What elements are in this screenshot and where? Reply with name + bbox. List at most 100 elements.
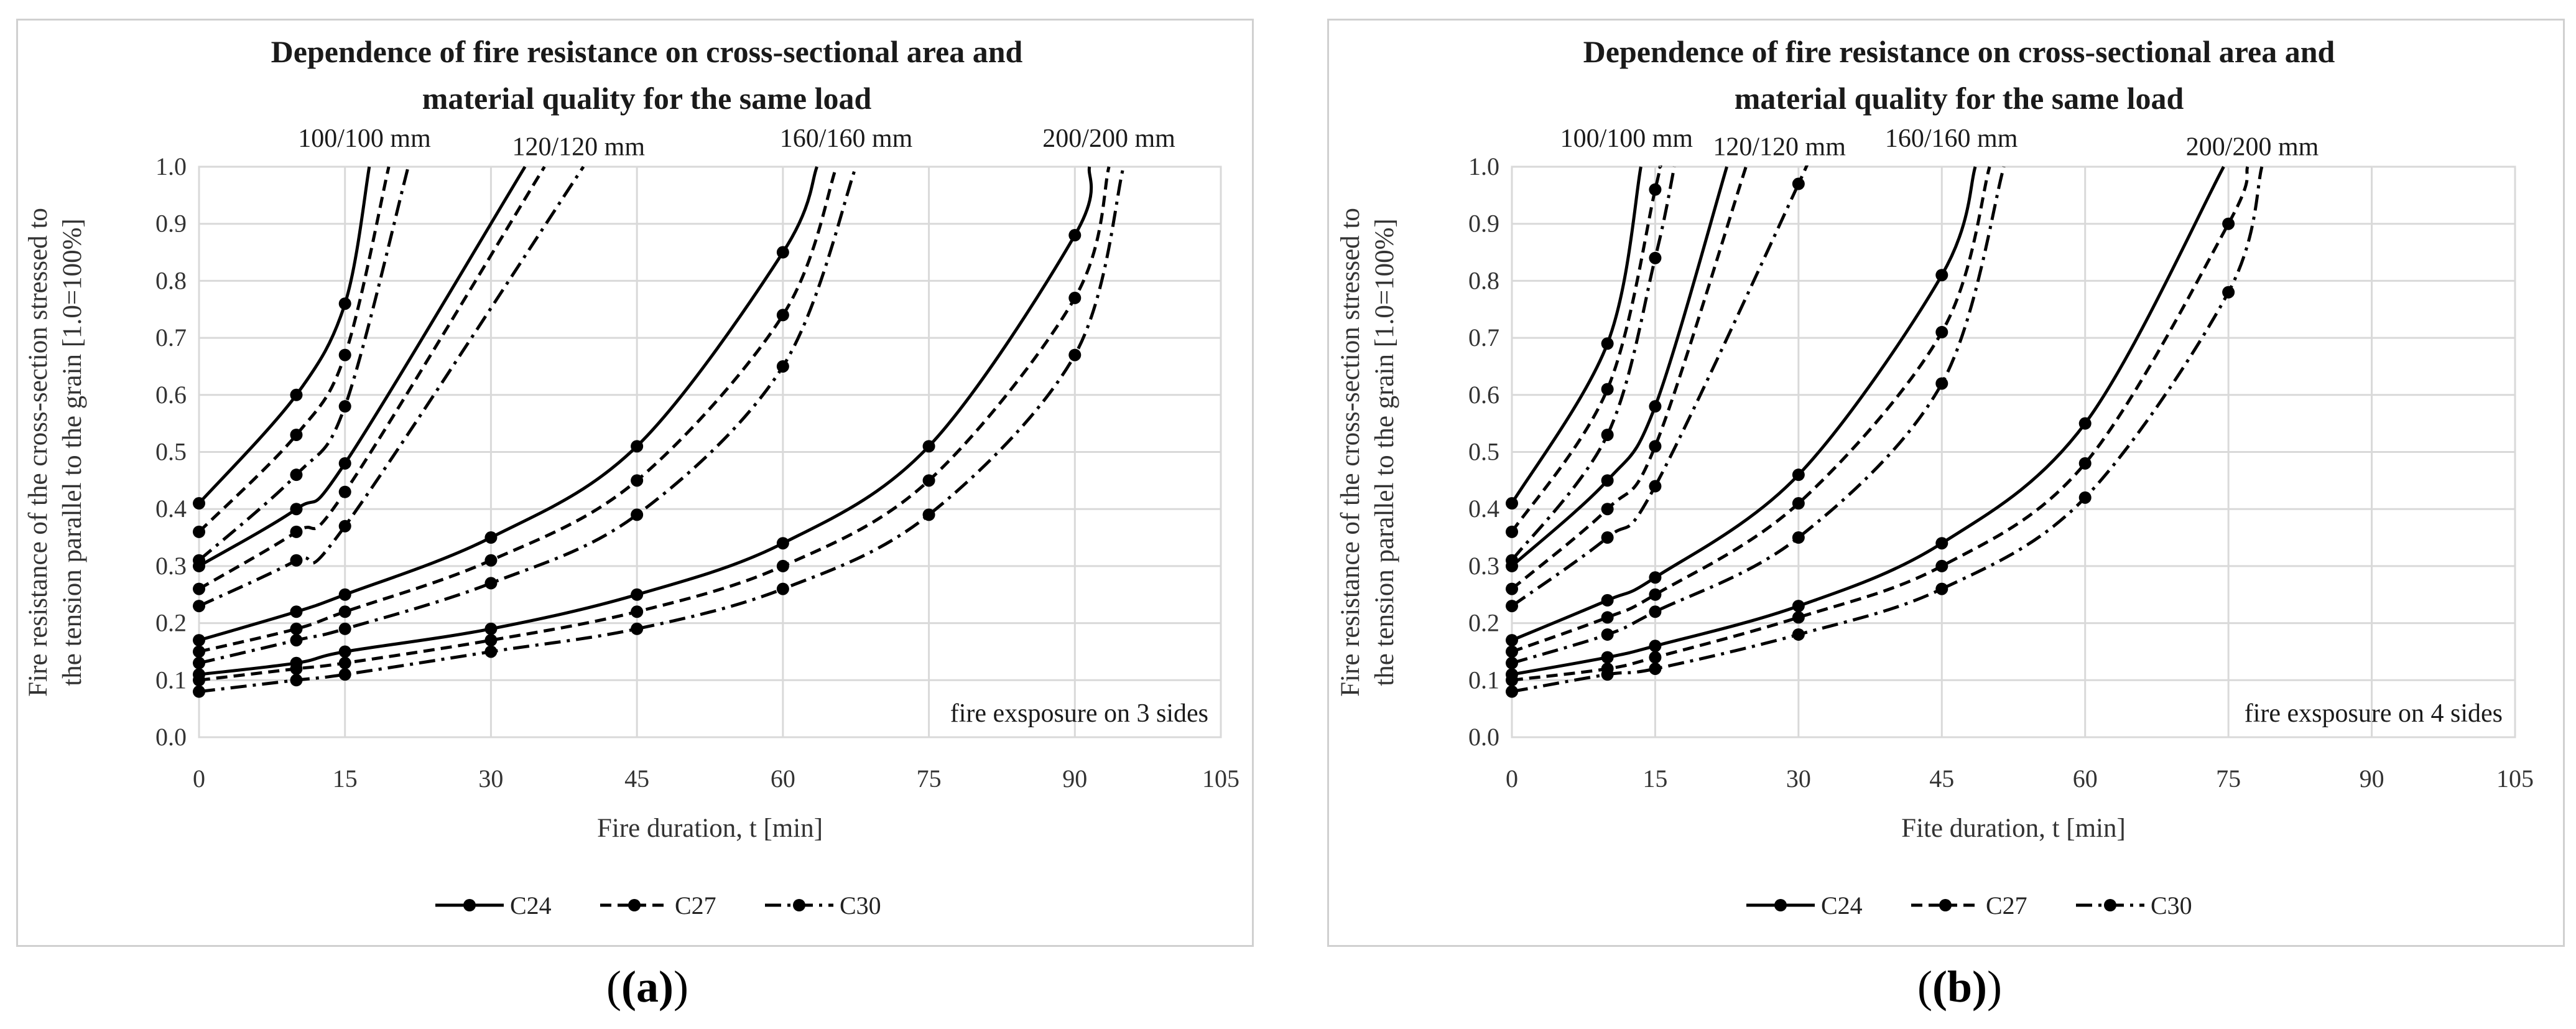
- chart-b-point-c27: [1506, 645, 1518, 658]
- legend-c27-marker: [1939, 899, 1952, 911]
- chart-a-point-c30: [776, 582, 789, 595]
- chart-b-x-tick-label: 60: [2073, 765, 2098, 793]
- chart-a-y-tick-label: 0.0: [155, 723, 187, 751]
- chart-b-section-label: 100/100 mm: [1560, 124, 1693, 153]
- chart-a-x-tick-label: 15: [333, 765, 358, 793]
- chart-b-point-c27: [1649, 440, 1662, 453]
- chart-a-section-label: 100/100 mm: [298, 124, 431, 153]
- chart-a-title-line-1: Dependence of fire resistance on cross-s…: [271, 34, 1023, 69]
- chart-b-point-c30: [1506, 600, 1518, 613]
- chart-b-point-c24: [1792, 468, 1805, 482]
- chart-a-point-c30: [776, 360, 789, 373]
- chart-b-point-c27: [1649, 588, 1662, 601]
- chart-a-point-c27: [484, 634, 498, 647]
- chart-b-x-tick-label: 90: [2360, 765, 2384, 793]
- legend-c24-label: C24: [510, 892, 552, 920]
- chart-b-annotation: fire exsposure on 4 sides: [2245, 699, 2503, 728]
- chart-b-point-c30: [1649, 605, 1662, 618]
- chart-a-y-tick-label: 0.6: [155, 381, 187, 409]
- chart-b-point-c24: [1601, 651, 1614, 664]
- chart-a-point-c30: [193, 685, 205, 698]
- chart-a-point-c27: [338, 656, 351, 669]
- chart-b-point-c30: [1601, 668, 1614, 681]
- legend-c27-label: C27: [1986, 892, 2027, 920]
- chart-b-point-c27: [2222, 217, 2235, 230]
- chart-b-point-c24: [1601, 474, 1614, 487]
- chart-b-series-c30-line: [1512, 166, 2264, 694]
- chart-b-section-label: 200/200 mm: [2186, 133, 2319, 162]
- legend-c30-label: C30: [2151, 892, 2192, 920]
- chart-a-y-tick-label: 0.5: [155, 438, 187, 466]
- chart-a-point-c27: [193, 645, 205, 658]
- chart-a-point-c24: [193, 497, 205, 510]
- chart-b-section-label: 120/120 mm: [1713, 133, 1846, 162]
- chart-b-point-c24: [2078, 417, 2092, 430]
- chart-panel-b: [1327, 19, 2565, 947]
- chart-a-x-axis-label: Fire duration, t [min]: [597, 814, 823, 843]
- chart-a-point-c27: [631, 474, 644, 487]
- chart-b-series-c30-line: [1512, 166, 2006, 665]
- legend-c27-label: C27: [675, 892, 716, 920]
- legend-c30-label: C30: [840, 892, 881, 920]
- chart-b-y-tick-label: 0.0: [1468, 723, 1499, 751]
- chart-a-series-c27-line: [199, 165, 546, 590]
- chart-b-y-tick-label: 0.2: [1468, 609, 1499, 637]
- chart-a-point-c30: [290, 674, 303, 687]
- chart-b-point-c27: [1506, 525, 1518, 538]
- chart-a-point-c24: [484, 531, 498, 544]
- chart-a-point-c30: [484, 577, 498, 590]
- chart-a-point-c27: [290, 622, 303, 635]
- chart-a-y-tick-label: 0.1: [155, 666, 187, 694]
- chart-a-series-c24-line: [199, 165, 527, 568]
- chart-b-series-c30-line: [1512, 165, 1809, 608]
- chart-b-x-tick-label: 105: [2496, 765, 2534, 793]
- chart-b-title-line-2: material quality for the same load: [1735, 81, 2184, 116]
- chart-a-plot-frame: [198, 165, 1222, 738]
- chart-a-series-c30-line: [199, 165, 585, 608]
- chart-a-point-c27: [631, 605, 644, 618]
- chart-b-point-c30: [1506, 685, 1518, 698]
- chart-a-x-tick-label: 75: [917, 765, 942, 793]
- chart-a-x-tick-label: 0: [193, 765, 205, 793]
- chart-a-annotation: fire exsposure on 3 sides: [950, 699, 1208, 728]
- legend-c24-label: C24: [1821, 892, 1863, 920]
- chart-b-point-c30: [1792, 628, 1805, 641]
- chart-b-point-c24: [1506, 559, 1518, 572]
- legend-c24-marker: [1774, 899, 1787, 911]
- chart-b-series-c27-line: [1512, 165, 1662, 533]
- chart-b-x-tick-label: 75: [2216, 765, 2241, 793]
- chart-a-point-c27: [338, 485, 351, 498]
- chart-a-y-axis-label-line-1: Fire resistance of the cross-section str…: [24, 208, 53, 697]
- chart-b-y-axis-label-line-1: Fire resistance of the cross-section str…: [1336, 208, 1365, 697]
- chart-b-series-c30-line: [1512, 166, 1676, 562]
- chart-a-x-tick-label: 90: [1062, 765, 1087, 793]
- chart-b-point-c24: [1649, 400, 1662, 413]
- chart-a-point-c27: [290, 428, 303, 441]
- legend-c30-marker: [2104, 899, 2116, 911]
- chart-a-point-c24: [290, 388, 303, 401]
- chart-b-x-tick-label: 45: [1929, 765, 1954, 793]
- chart-a-title-line-2: material quality for the same load: [422, 81, 872, 116]
- chart-b-point-c30: [2078, 491, 2092, 504]
- chart-a-x-tick-label: 45: [624, 765, 649, 793]
- chart-a-point-c24: [484, 622, 498, 635]
- chart-a-x-tick-label: 105: [1202, 765, 1239, 793]
- panel-label-b: ((b)): [1917, 962, 2002, 1012]
- chart-a-point-c30: [338, 400, 351, 413]
- chart-a-series-c24-line: [199, 166, 1093, 676]
- chart-b-point-c30: [1601, 628, 1614, 641]
- chart-b-point-c30: [1792, 177, 1805, 190]
- chart-a-series-c30-line: [199, 166, 1125, 694]
- chart-a-section-label: 120/120 mm: [512, 133, 645, 162]
- chart-b-point-c27: [1601, 503, 1614, 516]
- chart-b-point-c24: [1935, 269, 1948, 282]
- chart-a-point-c27: [193, 582, 205, 595]
- chart-b-plot-frame: [1511, 165, 2516, 738]
- chart-b-point-c27: [1506, 582, 1518, 595]
- chart-a-series-c27-line: [199, 166, 1111, 682]
- chart-a-point-c24: [193, 559, 205, 572]
- chart-a-point-c30: [484, 645, 498, 658]
- legend-c30-marker: [793, 899, 805, 911]
- chart-b-y-tick-label: 0.9: [1468, 210, 1499, 238]
